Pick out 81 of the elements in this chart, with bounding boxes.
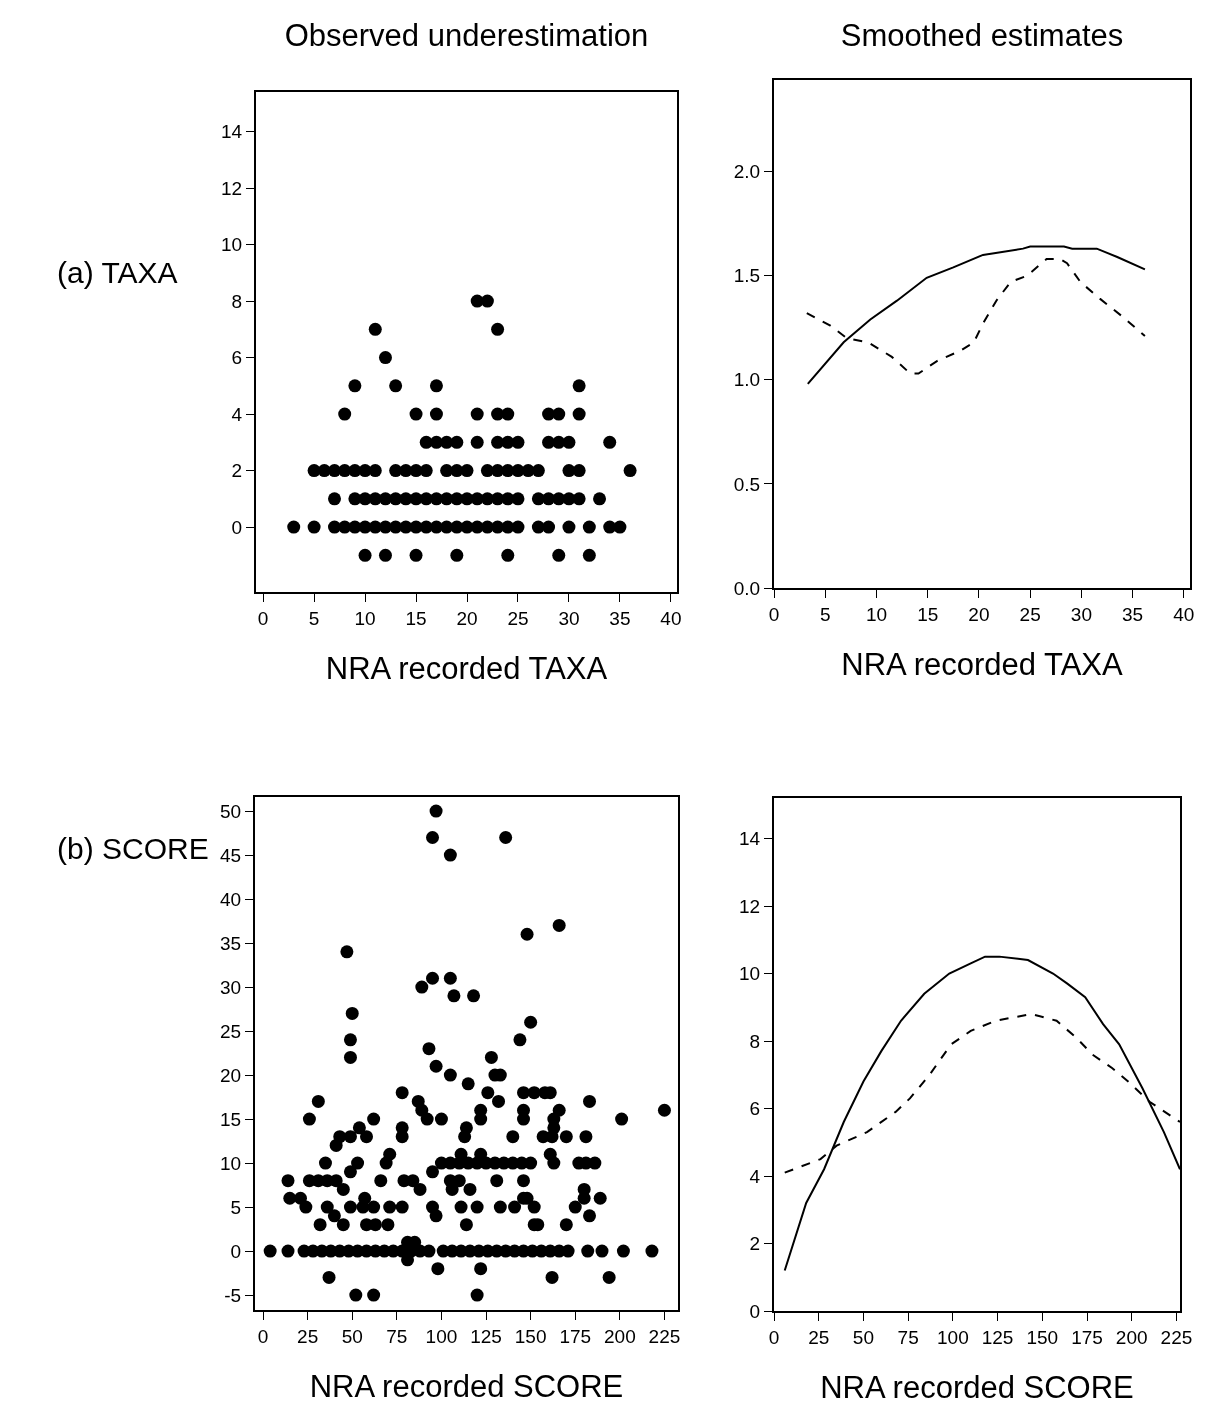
x-tick-label: 35	[609, 607, 631, 629]
y-tick-label: 2	[749, 1233, 761, 1255]
y-tick-label: 5	[230, 1196, 242, 1218]
chart-title: Observed underestimation	[284, 17, 649, 53]
x-tick-label: 100	[425, 1325, 458, 1347]
y-tick-label: 1.5	[733, 265, 761, 287]
y-tick-label: 0	[231, 516, 243, 538]
x-tick-label: 5	[819, 603, 831, 625]
x-tick-label: 150	[1026, 1326, 1059, 1348]
x-tick-label: 0	[257, 607, 269, 629]
line-series	[806, 245, 1146, 385]
x-tick-label: 175	[1071, 1326, 1103, 1348]
y-tick-label: 14	[221, 121, 243, 143]
x-tick-label: 10	[865, 603, 888, 625]
x-tick-label: 25	[297, 1325, 319, 1347]
chart-title: Smoothed estimates	[840, 17, 1124, 53]
x-tick-label: 20	[456, 607, 478, 629]
x-tick-label: 5	[308, 607, 320, 629]
x-tick-label: 20	[968, 603, 990, 625]
x-tick-label: 225	[648, 1325, 681, 1347]
y-tick-label: -5	[224, 1284, 242, 1306]
x-tick-label: 200	[1115, 1326, 1148, 1348]
y-tick-label: 12	[221, 177, 243, 199]
x-tick-label: 100	[937, 1326, 969, 1348]
x-tick-label: 200	[603, 1325, 636, 1347]
y-tick-label: 10	[221, 234, 243, 256]
y-tick-label: 40	[220, 888, 242, 910]
x-tick-label: 0	[768, 1326, 780, 1348]
x-tick-label: 75	[386, 1325, 408, 1347]
x-tick-label: 175	[559, 1325, 592, 1347]
x-tick-label: 50	[341, 1325, 363, 1347]
x-axis-title: NRA recorded TAXA	[841, 647, 1124, 683]
x-axis-title: NRA recorded SCORE	[820, 1370, 1134, 1406]
y-tick-label: 2.0	[733, 161, 761, 183]
y-tick-label: 45	[220, 844, 242, 866]
x-tick-label: 10	[354, 607, 376, 629]
x-tick-label: 0	[768, 603, 780, 625]
x-tick-label: 50	[852, 1326, 874, 1348]
y-tick-label: 25	[220, 1020, 242, 1042]
y-tick-label: 50	[220, 800, 242, 822]
y-tick-label: 4	[749, 1165, 761, 1187]
x-tick-label: 35	[1122, 603, 1144, 625]
y-tick-label: 2	[231, 460, 243, 482]
y-tick-label: 30	[220, 976, 242, 998]
x-tick-label: 125	[981, 1326, 1014, 1348]
y-tick-label: 8	[231, 290, 243, 312]
y-tick-label: 15	[220, 1108, 242, 1130]
y-tick-label: 0	[749, 1300, 761, 1322]
x-tick-label: 40	[660, 607, 682, 629]
y-tick-label: 0.0	[733, 577, 761, 599]
x-tick-label: 15	[405, 607, 427, 629]
x-tick-label: 25	[808, 1326, 830, 1348]
x-tick-label: 40	[1173, 603, 1195, 625]
y-tick-label: 6	[749, 1098, 761, 1120]
x-tick-label: 30	[558, 607, 580, 629]
x-axis-title: NRA recorded TAXA	[325, 651, 608, 687]
y-tick-label: 8	[749, 1030, 761, 1052]
y-tick-label: 6	[231, 347, 243, 369]
x-tick-label: 150	[514, 1325, 547, 1347]
x-tick-label: 30	[1070, 603, 1092, 625]
x-tick-label: 125	[470, 1325, 502, 1347]
x-tick-label: 75	[897, 1326, 919, 1348]
y-tick-label: 0.5	[733, 473, 761, 495]
text: (b) SCORE	[57, 832, 209, 865]
y-tick-label: 12	[739, 895, 761, 917]
y-tick-label: 20	[220, 1064, 242, 1086]
line-series	[805, 258, 1146, 375]
y-tick-label: 1.0	[733, 369, 761, 391]
x-tick-label: 225	[1160, 1326, 1193, 1348]
x-tick-label: 0	[257, 1325, 269, 1347]
y-tick-label: 4	[231, 403, 243, 425]
y-tick-label: 10	[220, 1152, 242, 1174]
y-tick-label: 0	[230, 1240, 242, 1262]
x-axis-title: NRA recorded SCORE	[309, 1369, 624, 1405]
x-tick-label: 15	[917, 603, 939, 625]
x-tick-label: 25	[507, 607, 529, 629]
x-tick-label: 25	[1019, 603, 1041, 625]
text: (a) TAXA	[57, 256, 178, 289]
y-tick-label: 14	[739, 828, 761, 850]
y-tick-label: 10	[739, 963, 761, 985]
y-tick-label: 35	[220, 932, 242, 954]
